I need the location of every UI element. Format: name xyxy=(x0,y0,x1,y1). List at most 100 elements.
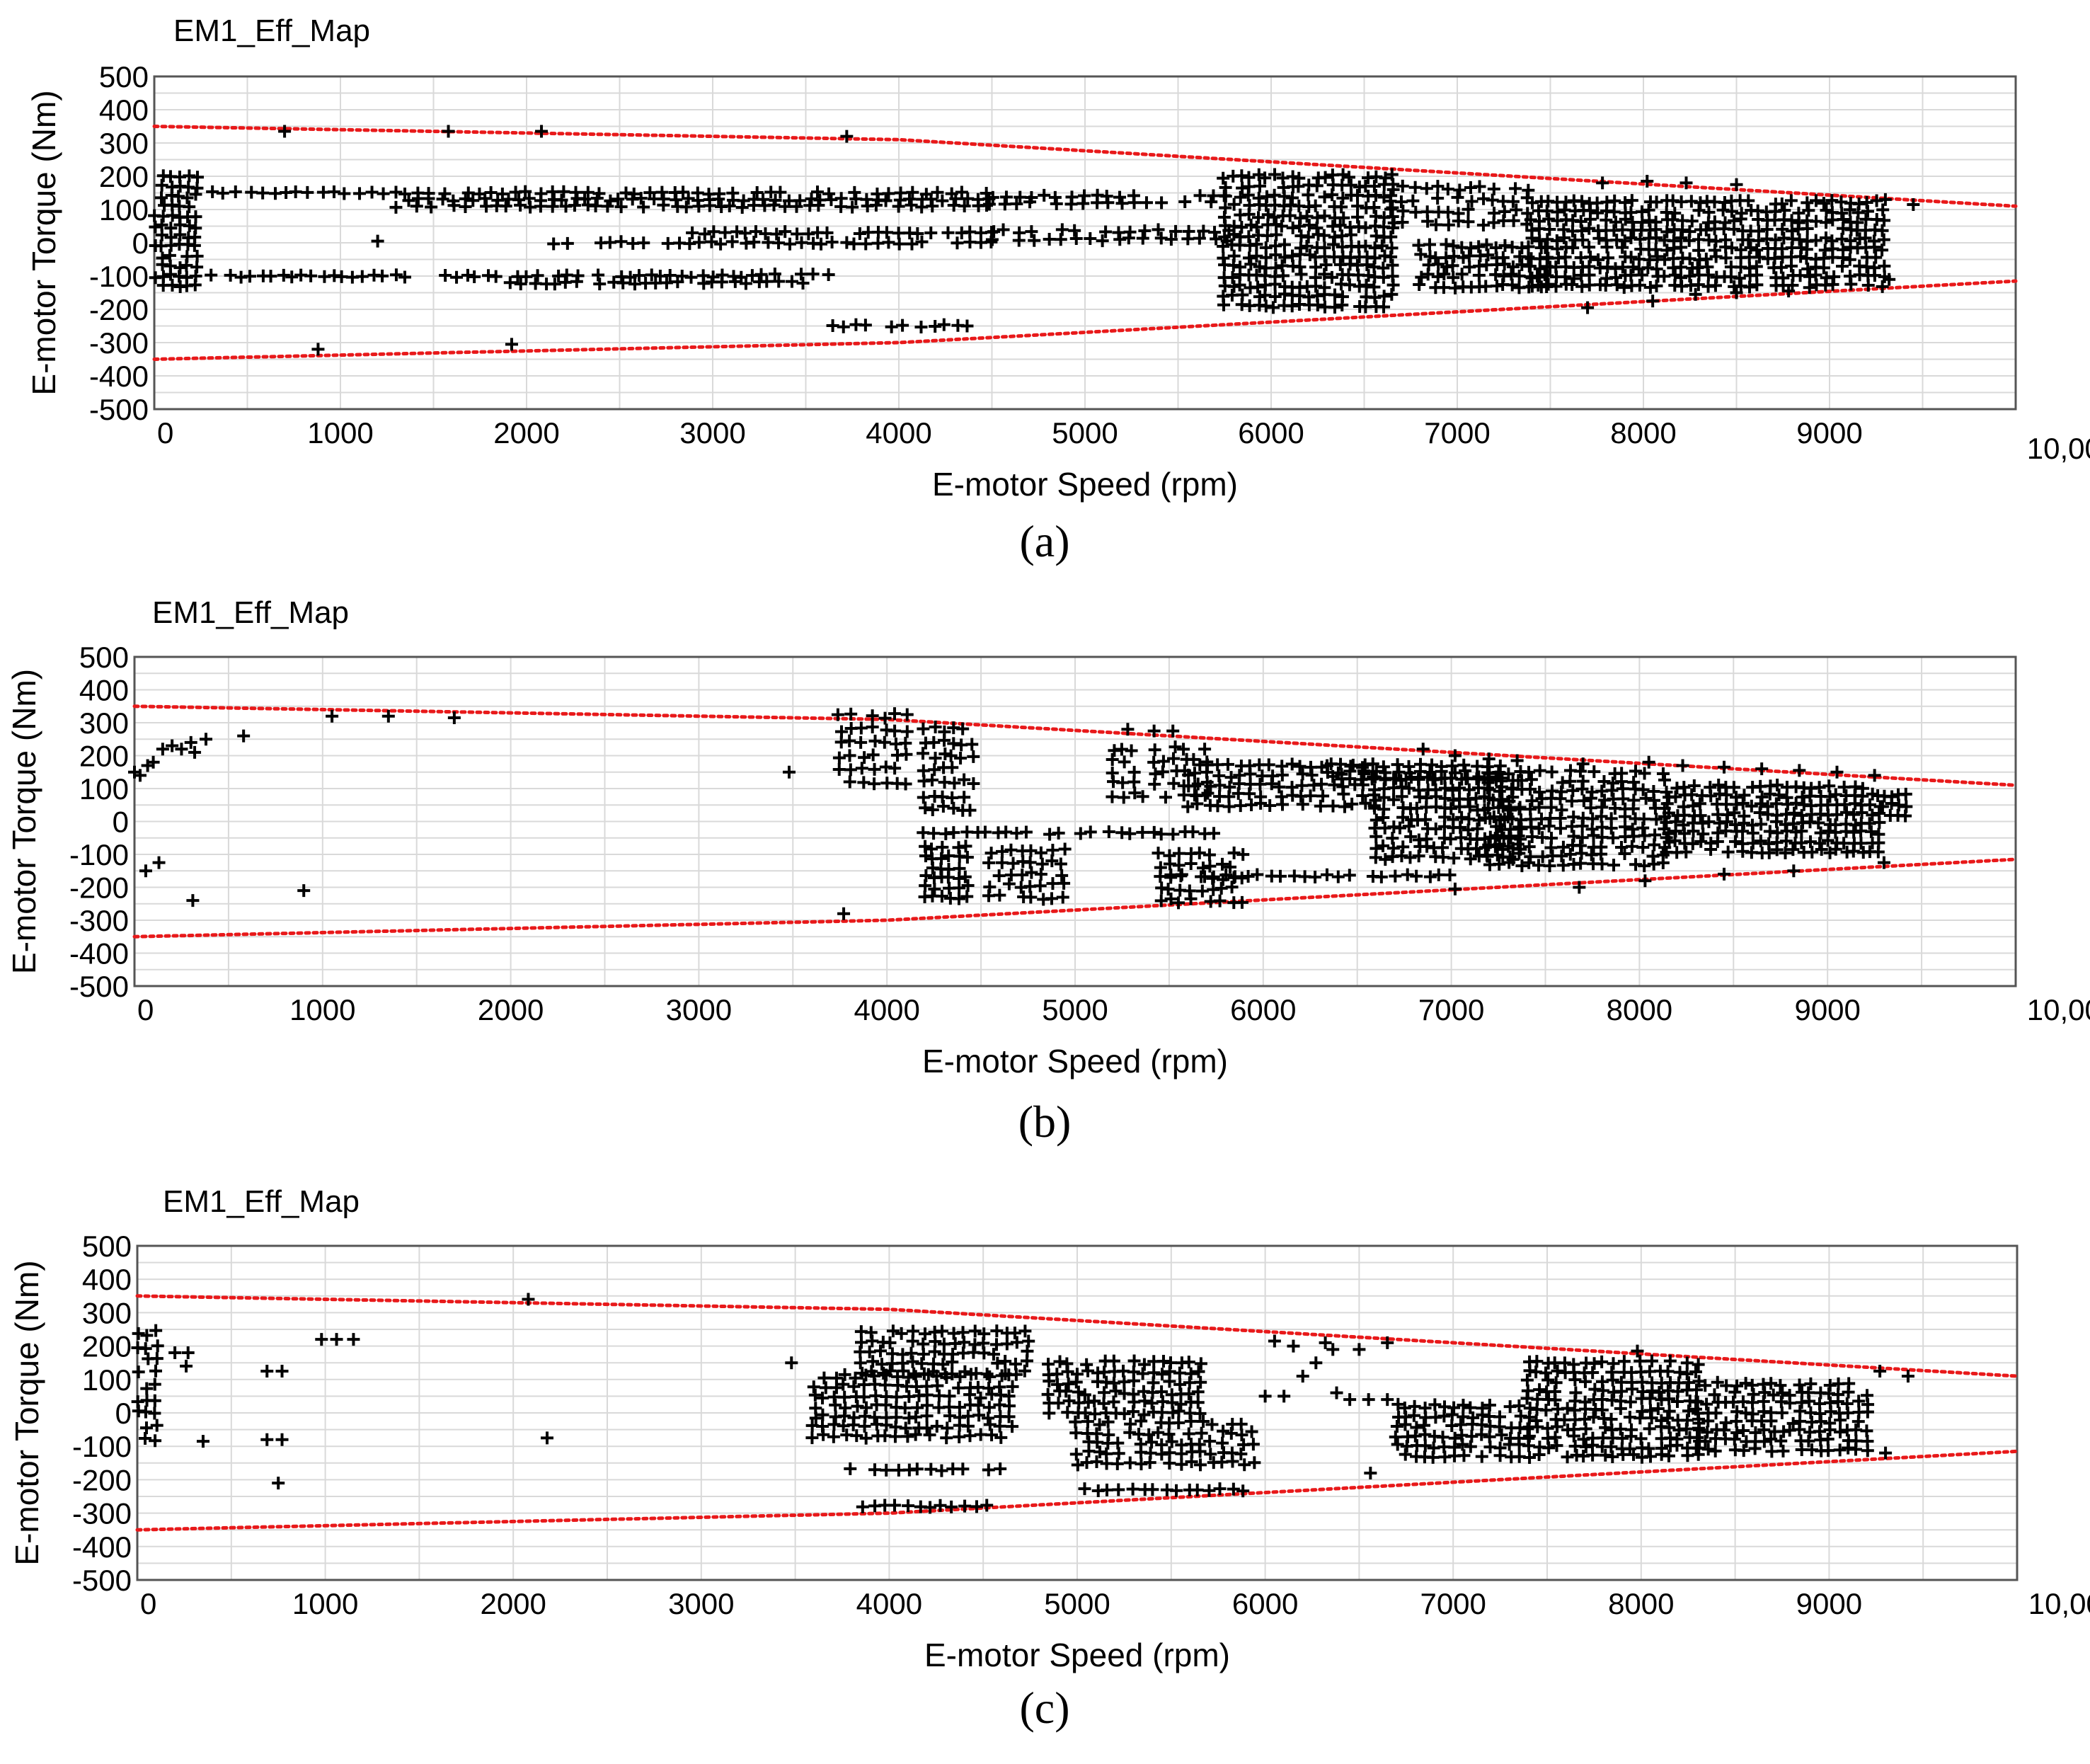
data-point xyxy=(890,1390,903,1404)
data-point xyxy=(260,1433,274,1446)
data-point xyxy=(1802,1386,1815,1399)
data-point xyxy=(1152,1426,1165,1439)
data-point xyxy=(923,1428,936,1442)
data-point xyxy=(982,856,996,869)
data-point xyxy=(1275,790,1288,803)
data-point xyxy=(1522,183,1535,197)
data-point xyxy=(1046,844,1060,857)
data-point xyxy=(886,1324,900,1338)
data-point xyxy=(1163,1446,1176,1460)
data-point xyxy=(1771,779,1784,792)
data-point xyxy=(906,1355,919,1368)
data-point xyxy=(1000,1337,1014,1351)
data-point xyxy=(1618,847,1631,861)
data-point xyxy=(1227,249,1241,263)
data-point xyxy=(1197,224,1210,238)
data-point xyxy=(442,125,455,138)
data-point xyxy=(570,275,583,288)
data-point xyxy=(1402,820,1416,833)
data-point xyxy=(1399,1448,1412,1461)
data-point xyxy=(1084,232,1097,246)
y-tick-label: -400 xyxy=(89,360,149,393)
data-point xyxy=(1166,724,1180,738)
data-point xyxy=(999,190,1013,204)
data-point xyxy=(1728,1433,1741,1446)
data-point xyxy=(840,130,854,143)
data-point xyxy=(1803,281,1816,294)
data-point xyxy=(1776,1444,1790,1457)
data-point xyxy=(877,1366,890,1380)
data-point xyxy=(1614,1422,1627,1436)
data-point xyxy=(958,1365,972,1378)
data-point xyxy=(1425,758,1439,772)
data-point xyxy=(1109,1385,1122,1398)
x-tick-label: 2000 xyxy=(493,416,559,449)
data-point xyxy=(1166,827,1180,841)
data-point xyxy=(132,1327,145,1340)
data-point xyxy=(1125,744,1138,757)
data-point xyxy=(1638,874,1652,888)
data-point xyxy=(888,762,902,775)
data-point xyxy=(1661,1365,1675,1378)
data-point xyxy=(1567,1358,1580,1371)
data-point xyxy=(983,1370,997,1383)
x-tick-label: 4000 xyxy=(866,416,931,449)
data-point xyxy=(546,185,559,198)
data-point xyxy=(958,1499,972,1513)
data-point xyxy=(1860,195,1873,209)
data-point xyxy=(626,236,640,250)
data-point xyxy=(1155,1385,1169,1399)
data-point xyxy=(1252,191,1265,205)
data-point xyxy=(880,1463,893,1477)
data-point xyxy=(1147,825,1161,839)
data-point xyxy=(1285,781,1299,794)
data-point xyxy=(1391,758,1404,772)
data-point xyxy=(987,1348,1000,1361)
data-point xyxy=(1469,791,1483,805)
data-point xyxy=(1680,1356,1694,1370)
data-point xyxy=(1835,232,1849,246)
data-point xyxy=(139,864,152,878)
data-point xyxy=(1164,1356,1177,1370)
data-point xyxy=(1062,1394,1076,1408)
data-point xyxy=(1251,868,1264,881)
data-point xyxy=(963,225,977,239)
data-point xyxy=(1060,1357,1074,1370)
data-point xyxy=(1709,1407,1723,1420)
data-point xyxy=(1002,877,1016,890)
data-point xyxy=(967,750,980,763)
data-point xyxy=(1825,194,1839,207)
data-point xyxy=(1749,1426,1762,1439)
data-point xyxy=(1035,857,1049,871)
data-point xyxy=(1273,780,1286,794)
data-point xyxy=(1779,846,1792,859)
data-point xyxy=(1223,780,1236,794)
data-point xyxy=(1625,840,1638,853)
data-point xyxy=(1370,842,1383,855)
data-point xyxy=(807,1380,820,1394)
data-point xyxy=(1849,1423,1863,1436)
data-point xyxy=(888,1499,902,1512)
data-point xyxy=(519,270,533,283)
data-point xyxy=(1137,1358,1151,1371)
data-point xyxy=(1506,195,1520,208)
data-point xyxy=(1219,181,1232,194)
data-point xyxy=(1616,1431,1629,1445)
data-point xyxy=(754,268,768,281)
data-point xyxy=(993,888,1006,902)
x-tick-label: 8000 xyxy=(1607,993,1672,1026)
data-point xyxy=(1090,1427,1103,1441)
data-point xyxy=(947,826,960,840)
data-point xyxy=(882,236,895,249)
data-point xyxy=(1530,1355,1544,1368)
data-point xyxy=(1615,767,1629,780)
data-point xyxy=(863,1345,876,1358)
data-point xyxy=(1738,809,1751,823)
data-point xyxy=(1532,859,1545,872)
data-point xyxy=(1172,859,1185,872)
data-point xyxy=(1167,777,1181,790)
data-point xyxy=(1253,179,1266,193)
data-point xyxy=(997,223,1010,236)
